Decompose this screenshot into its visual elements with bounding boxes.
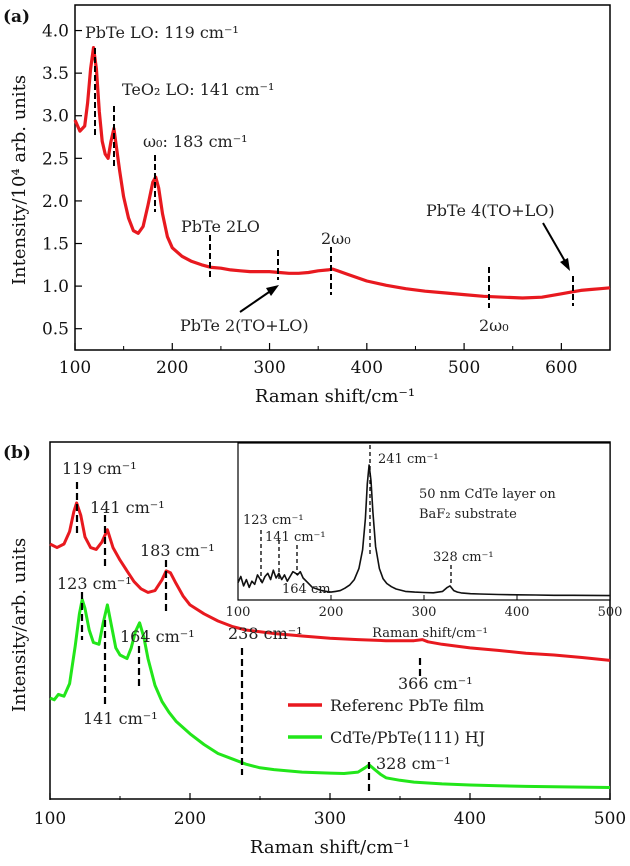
arrow-2to-lo	[239, 289, 273, 313]
panel-a-y-tick-label: 3.5	[42, 64, 69, 84]
ann-teo2-lo: TeO₂ LO: 141 cm⁻¹	[122, 80, 274, 99]
ann-b-141-top: 141 cm⁻¹	[90, 498, 165, 517]
arrow-4to-lo	[542, 222, 567, 264]
inset-x-ticks: 100 200 300 400 500	[226, 595, 623, 620]
panel-a-x-tick-label: 100	[59, 358, 91, 378]
arrowhead-4to-lo	[560, 258, 570, 271]
panel-b-x-tick-label: 400	[454, 809, 486, 829]
panel-b-reference-line	[49, 501, 611, 662]
ann-b-164: 164 cm⁻¹	[120, 627, 195, 646]
ann-b-123: 123 cm⁻¹	[57, 574, 132, 593]
inset-x-tick-label: 300	[412, 605, 437, 620]
panel-a-y-tick-label: 2.5	[42, 149, 69, 169]
ann-2w0-a: 2ω₀	[321, 229, 351, 248]
inset-x-tick-label: 400	[505, 605, 530, 620]
inset-note-line1: 50 nm CdTe layer on	[419, 487, 556, 502]
ann-pbte-2lo: PbTe 2LO	[181, 217, 260, 236]
panel-a-label: (a)	[3, 7, 30, 27]
inset-ann-164: 164 cm	[282, 582, 331, 597]
inset-x-tick-label: 500	[598, 605, 623, 620]
panel-a-y-tick-label: 0.5	[42, 320, 69, 340]
inset-ann-123: 123 cm⁻¹	[243, 513, 304, 528]
inset-note-line2: BaF₂ substrate	[419, 507, 517, 522]
panel-a-peak-markers	[94, 48, 574, 308]
panel-b-x-axis-title: Raman shift/cm⁻¹	[250, 837, 410, 858]
panel-b-x-tick-label: 200	[174, 809, 206, 829]
panel-b-x-tick-label: 500	[594, 809, 626, 829]
panel-a-y-axis-title: Intensity/10⁴ arb. units	[9, 75, 30, 285]
inset-ann-241: 241 cm⁻¹	[378, 452, 439, 467]
panel-a-x-tick-label: 300	[253, 358, 285, 378]
panel-a-y-tick-label: 4.0	[42, 22, 69, 42]
panel-a-y-tick-label: 3.0	[42, 107, 69, 127]
panel-a-spectrum-line	[73, 45, 611, 300]
panel-a: (a) 100 200 300 400 500 600 0.5 1.0 1.5 2.0 2.5 3.…	[3, 4, 611, 407]
panel-b-y-axis-title: Intensity/arb. units	[9, 538, 30, 712]
panel-b-legend: Referenc PbTe film CdTe/PbTe(111) HJ	[288, 696, 485, 747]
panel-b: (b) 100 200 300 400 500 Raman shift/cm⁻¹ Int…	[3, 441, 626, 858]
ann-b-366: 366 cm⁻¹	[398, 674, 473, 693]
panel-b-x-tick-label: 300	[314, 809, 346, 829]
inset-ann-328: 328 cm⁻¹	[433, 550, 494, 565]
panel-a-arrows	[239, 222, 570, 313]
ann-b-183: 183 cm⁻¹	[140, 541, 215, 560]
ann-b-328: 328 cm⁻¹	[376, 754, 451, 773]
panel-a-frame	[74, 4, 611, 351]
panel-a-x-tick-label: 600	[545, 358, 577, 378]
panel-a-x-tick-label: 400	[351, 358, 383, 378]
panel-b-label: (b)	[3, 443, 31, 463]
legend-label-reference: Referenc PbTe film	[330, 696, 484, 715]
panel-a-y-tick-label: 1.5	[42, 235, 69, 255]
panel-b-peak-markers	[75, 482, 422, 795]
ann-pbte-lo: PbTe LO: 119 cm⁻¹	[85, 23, 239, 42]
ann-2w0-b: 2ω₀	[479, 316, 509, 335]
panel-a-x-ticks: 100 200 300 400 500 600	[59, 343, 578, 378]
panel-a-x-tick-label: 200	[156, 358, 188, 378]
inset-x-axis-title: Raman shift/cm⁻¹	[372, 626, 488, 641]
panel-a-x-axis-title: Raman shift/cm⁻¹	[255, 386, 415, 407]
panel-b-x-tick-label: 100	[34, 809, 66, 829]
inset-chart: 100 200 300 400 500 241 cm⁻¹ 123 cm⁻¹ 141 cm…	[226, 442, 623, 641]
inset-x-tick-label: 200	[319, 605, 344, 620]
ann-pbte-2to-lo: PbTe 2(TO+LO)	[180, 316, 309, 335]
inset-spectrum-line	[237, 464, 611, 597]
arrowhead-2to-lo	[266, 285, 279, 296]
inset-frame	[237, 442, 611, 601]
inset-x-tick-label: 100	[226, 605, 251, 620]
inset-peak-markers	[260, 445, 452, 584]
panel-a-y-ticks: 0.5 1.0 1.5 2.0 2.5 3.0 3.5 4.0	[42, 22, 82, 340]
ann-b-238: 238 cm⁻¹	[228, 624, 303, 643]
panel-b-x-ticks: 100 200 300 400 500	[34, 793, 626, 829]
legend-label-heterojunction: CdTe/PbTe(111) HJ	[330, 728, 485, 747]
panel-a-x-tick-label: 500	[448, 358, 480, 378]
ann-b-119: 119 cm⁻¹	[62, 459, 137, 478]
ann-b-141-bottom: 141 cm⁻¹	[83, 709, 158, 728]
inset-ann-141: 141 cm⁻¹	[265, 530, 326, 545]
panel-a-y-tick-label: 2.0	[42, 192, 69, 212]
panel-a-y-tick-label: 1.0	[42, 277, 69, 297]
ann-pbte-4to-lo: PbTe 4(TO+LO)	[426, 201, 555, 220]
ann-omega0: ω₀: 183 cm⁻¹	[143, 132, 248, 151]
panel-b-heterojunction-line	[49, 598, 611, 789]
